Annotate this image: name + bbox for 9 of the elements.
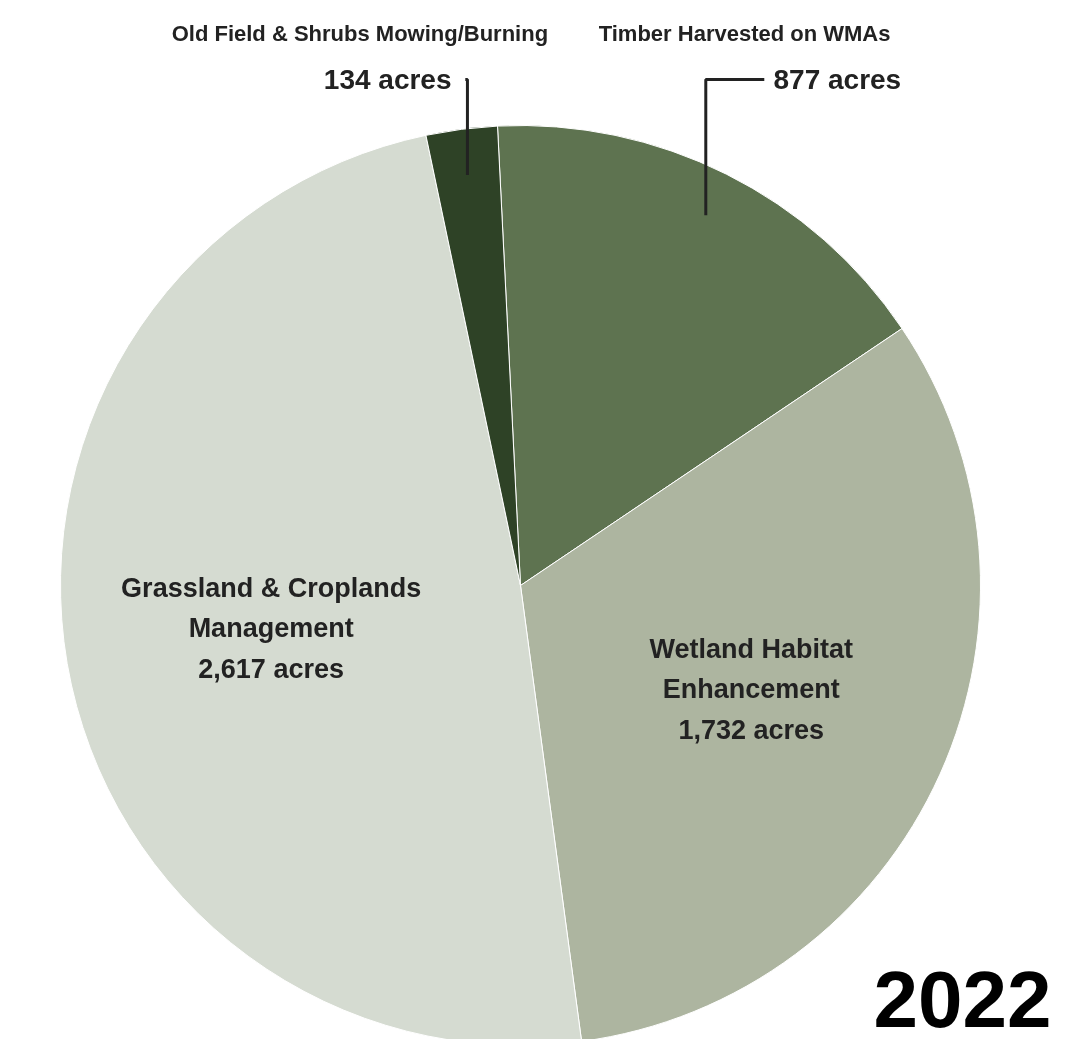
data-label: 2,617 acres xyxy=(198,653,344,684)
slice-label: Old Field & Shrubs Mowing/Burning xyxy=(171,21,549,46)
slice-label: Grassland & Croplands Management xyxy=(121,572,422,644)
data-label: 1,732 acres xyxy=(678,714,825,745)
slice-label: Wetland Habitat Enhancement xyxy=(649,633,854,705)
data-label: 877 acres xyxy=(773,64,902,95)
data-label: 134 acres xyxy=(323,64,452,95)
slice-label: Timber Harvested on WMAs xyxy=(598,21,891,46)
text: 2022 xyxy=(873,955,1052,1039)
